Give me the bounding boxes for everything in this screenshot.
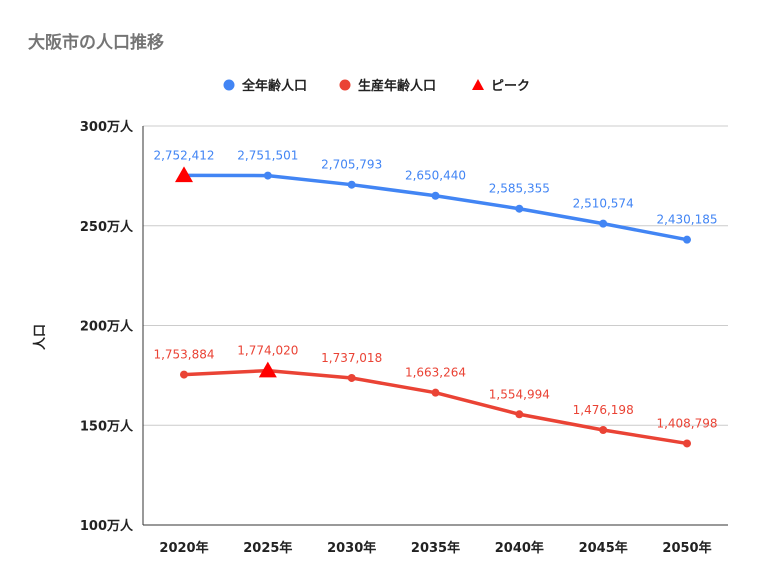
x-tick-label: 2030年 [327,540,376,556]
data-point [515,410,524,419]
data-point [515,204,524,213]
data-label: 2,752,412 [153,148,214,162]
legend: 全年齢人口 生産年齢人口 ピーク [223,78,530,94]
peak-marker [175,166,193,183]
x-tick-label: 2035年 [411,540,460,556]
gridlines [142,125,728,526]
x-tick-label: 2040年 [495,540,544,556]
y-tick-label: 150万人 [80,418,134,434]
data-point [599,219,608,228]
data-label: 1,753,884 [153,348,214,362]
chart-title: 大阪市の人口推移 [28,32,164,53]
x-tick-label: 2020年 [159,540,208,556]
data-point [347,180,356,189]
data-label: 2,751,501 [237,149,298,163]
data-label: 1,774,020 [237,344,298,358]
legend-label-all-ages: 全年齢人口 [241,78,307,94]
data-label: 2,585,355 [489,182,550,196]
x-tick-label: 2050年 [662,540,711,556]
data-point [263,171,272,180]
legend-marker-working-age [339,79,351,91]
y-tick-label: 200万人 [80,319,134,335]
data-point [683,235,691,244]
data-label: 1,554,994 [489,387,550,401]
data-label: 2,510,574 [573,197,634,211]
data-label: 2,705,793 [321,158,382,172]
y-tick-label: 250万人 [80,219,134,235]
data-point [599,425,608,434]
data-label: 1,476,198 [573,403,634,417]
data-point [431,388,440,397]
legend-label-peak: ピーク [491,79,530,94]
peak-markers-layer [175,166,277,378]
data-point [180,370,188,379]
data-point [683,439,691,448]
x-axis-ticks: 2020年 2025年 2030年 2035年 2040年 2045年 2050年 [159,540,711,556]
y-axis-ticks: 100万人 150万人 200万人 250万人 300万人 [80,119,134,534]
x-tick-label: 2045年 [579,540,628,556]
y-tick-label: 300万人 [80,119,134,135]
data-label: 1,663,264 [405,366,466,380]
data-label: 1,737,018 [321,351,382,365]
y-tick-label: 100万人 [80,518,134,534]
y-axis-label: 人口 [32,324,48,350]
data-label: 2,430,185 [656,213,717,227]
x-tick-label: 2025年 [243,540,292,556]
peak-marker [258,361,277,378]
data-label: 1,408,798 [656,416,717,430]
legend-marker-peak [472,79,484,90]
legend-marker-all-ages [223,79,235,91]
data-point [431,191,440,200]
data-label: 2,650,440 [405,169,466,183]
data-point [347,373,356,382]
data-labels-layer: 2,752,412 2,751,501 2,705,793 2,650,440 2,58… [153,148,717,430]
legend-label-working-age: 生産年齢人口 [358,78,436,94]
